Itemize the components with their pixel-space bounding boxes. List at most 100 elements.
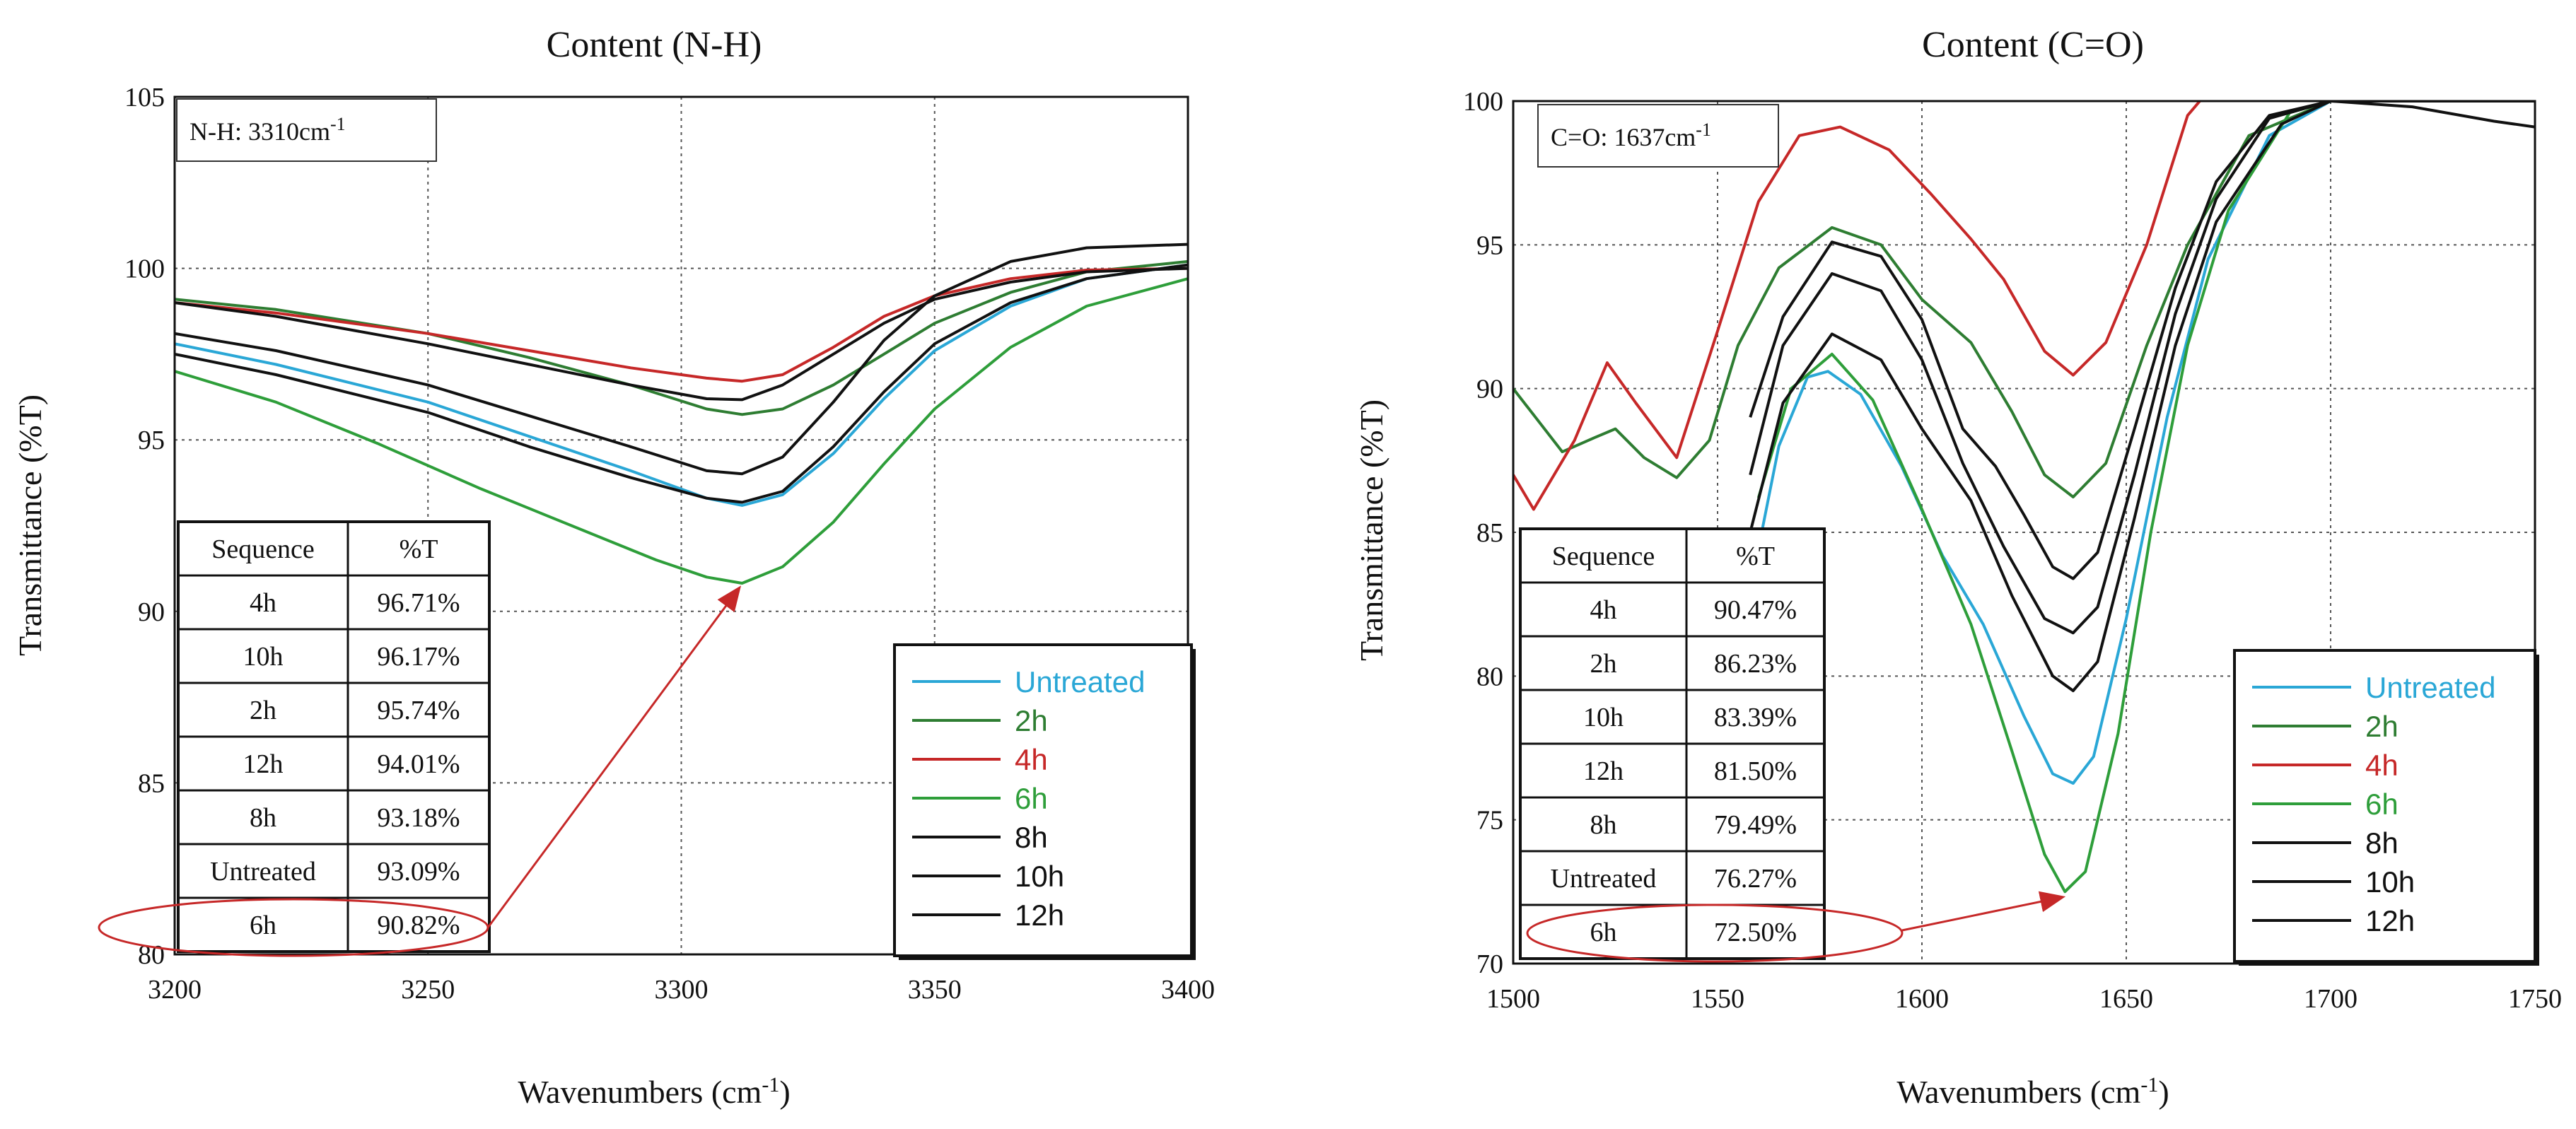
series-line-6h [175, 277, 1188, 585]
table-cell: 10h [243, 642, 284, 672]
table-cell: 79.49% [1714, 810, 1797, 840]
table-cell: 6h [250, 911, 276, 940]
y-tick-label: 95 [1476, 230, 1503, 260]
legend-label-10h: 10h [1015, 860, 1064, 893]
legend-label-untreated: Untreated [1015, 665, 1145, 698]
table-cell: 81.50% [1714, 756, 1797, 786]
chart-co-ticks: 1500 1550 1600 1650 1700 1750 70 75 80 85 90 95 100 [1463, 87, 2562, 1014]
series-line-12h [175, 242, 1188, 476]
chart-co-xlabel: Wavenumbers (cm-1) [1896, 1073, 2169, 1110]
chart-nh-table: Sequence %T 4h 96.71% 10h 96.17% 2h 95.74% 12h 94… [177, 520, 491, 953]
x-tick-label: 3350 [908, 975, 962, 1005]
y-tick-label: 80 [1476, 662, 1503, 691]
table-cell: 2h [250, 696, 276, 725]
x-tick-label: 1600 [1895, 984, 1949, 1014]
table-cell: 94.01% [377, 749, 460, 779]
chart-co-legend: Untreated 2h 4h 6h 8h 10h 12h [2233, 649, 2539, 966]
table-header-cell: Sequence [211, 534, 315, 564]
table-cell: 96.17% [377, 642, 460, 672]
table-cell: 12h [1583, 756, 1624, 786]
table-cell: 2h [1590, 649, 1617, 679]
x-tick-label: 1700 [2304, 984, 2358, 1014]
table-cell: Untreated [210, 857, 316, 887]
legend-label-2h: 2h [1015, 704, 1048, 737]
y-tick-label: 70 [1476, 949, 1503, 979]
table-cell: 6h [1590, 918, 1617, 947]
legend-label-4h: 4h [1015, 743, 1048, 776]
legend-label-8h: 8h [2365, 826, 2399, 860]
table-cell: 72.50% [1714, 918, 1797, 947]
y-tick-label: 85 [1476, 518, 1503, 548]
legend-box [893, 643, 1193, 957]
x-tick-label: 1650 [2099, 984, 2153, 1014]
y-tick-label: 100 [1463, 87, 1503, 117]
series-line-12h [1749, 101, 2535, 635]
series-line-4h [1513, 101, 2201, 511]
legend-label-12h: 12h [1015, 899, 1064, 932]
legend-label-untreated: Untreated [2365, 671, 2495, 704]
series-line-untreated [1749, 101, 2535, 785]
chart-co-annotation-box [1537, 104, 1779, 168]
table-cell: 95.74% [377, 696, 460, 725]
y-tick-label: 100 [124, 255, 165, 284]
table-cell: 83.39% [1714, 703, 1797, 732]
table-cell: 12h [243, 749, 284, 779]
series-line-8h [1749, 101, 2535, 693]
y-tick-label: 75 [1476, 806, 1503, 836]
chart-co-series [1513, 101, 2535, 894]
table-cell: 4h [250, 588, 276, 618]
chart-co-highlight-ellipse [1526, 903, 1904, 963]
table-cell: 4h [1590, 595, 1617, 625]
y-tick-label: 90 [138, 597, 165, 627]
table-cell: 86.23% [1714, 649, 1797, 679]
chart-co-highlight-arrow [1901, 891, 2066, 932]
chart-co-table: Sequence %T 4h 90.47% 2h 86.23% 10h 83.39% 12h 81… [1519, 527, 1826, 960]
table-cell: 8h [250, 803, 276, 833]
legend-label-6h: 6h [2365, 788, 2399, 821]
table-header-cell: %T [1736, 542, 1775, 571]
x-tick-label: 3400 [1161, 975, 1215, 1005]
table-cell: Untreated [1551, 864, 1657, 894]
x-tick-label: 1550 [1691, 984, 1744, 1014]
chart-nh-ylabel: Transmittance (%T) [12, 394, 48, 656]
chart-nh-title: Content (N-H) [547, 25, 762, 65]
table-cell: 90.82% [377, 911, 460, 940]
chart-co: Content (C=O) 1500 1550 1600 1650 1700 1750 70… [1353, 25, 2562, 1110]
chart-co-title: Content (C=O) [1922, 25, 2144, 65]
legend-label-8h: 8h [1015, 821, 1048, 854]
chart-nh-annotation-box [176, 98, 437, 162]
chart-co-plot-frame [1512, 100, 2536, 965]
legend-label-12h: 12h [2365, 904, 2415, 937]
table-cell: 76.27% [1714, 864, 1797, 894]
chart-nh: Content (N-H) 3200 3250 3300 3350 3400808590… [12, 25, 1215, 1110]
y-tick-label: 105 [124, 83, 165, 112]
chart-co-ylabel: Transmittance (%T) [1353, 399, 1389, 661]
series-line-10h [175, 267, 1188, 402]
table-cell: 10h [1583, 703, 1624, 732]
table-header-cell: %T [400, 534, 438, 564]
legend-label-4h: 4h [2365, 749, 2399, 782]
table-cell: 8h [1590, 810, 1617, 840]
series-line-10h [1749, 101, 2535, 580]
y-tick-label: 90 [1476, 375, 1503, 404]
y-tick-label: 95 [138, 426, 165, 455]
table-cell: 93.18% [377, 803, 460, 833]
table-cell: 90.47% [1714, 595, 1797, 625]
legend-box [2233, 649, 2536, 963]
series-line-untreated [175, 263, 1188, 507]
chart-nh-highlight-arrow [486, 585, 742, 928]
y-tick-label: 85 [138, 768, 165, 798]
chart-nh-plot-frame [173, 95, 1189, 956]
table-cell: 93.09% [377, 857, 460, 887]
x-tick-label: 3200 [148, 975, 202, 1005]
table-header-cell: Sequence [1552, 542, 1655, 571]
legend-label-2h: 2h [2365, 710, 2399, 743]
x-tick-label: 3300 [655, 975, 709, 1005]
chart-nh-series [175, 242, 1188, 585]
chart-nh-annotation: N-H: 3310cm-1 [190, 114, 346, 146]
legend-label-6h: 6h [1015, 782, 1048, 815]
chart-nh-legend: Untreated 2h 4h 6h 8h 10h 12h [893, 643, 1196, 960]
series-line-2h [1513, 101, 2535, 498]
